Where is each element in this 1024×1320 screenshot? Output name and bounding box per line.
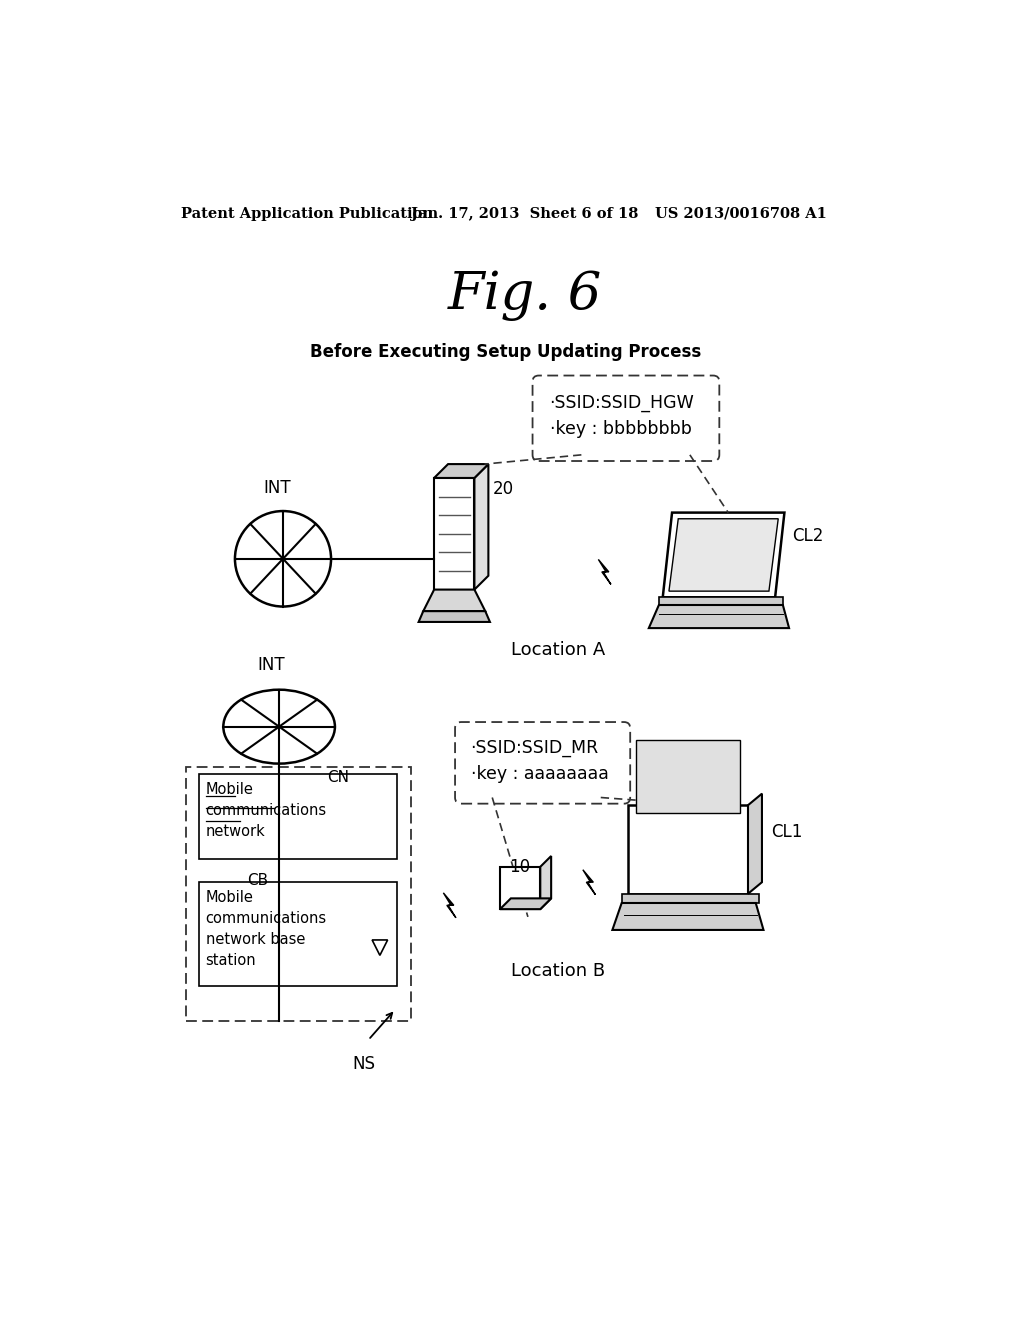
Polygon shape [748,793,762,894]
Bar [658,597,783,605]
Polygon shape [419,611,489,622]
Text: NS: NS [353,1056,376,1073]
Polygon shape [434,465,488,478]
FancyBboxPatch shape [200,775,397,859]
Bar [434,478,474,590]
Text: CL2: CL2 [793,527,823,545]
Text: CL1: CL1 [771,824,803,841]
Text: ·SSID:SSID_MR
·key : aaaaaaaa: ·SSID:SSID_MR ·key : aaaaaaaa [471,739,608,783]
Polygon shape [372,940,388,956]
Text: Before Executing Setup Updating Process: Before Executing Setup Updating Process [310,343,701,362]
Text: Mobile
communications
network: Mobile communications network [206,781,327,840]
Text: Jan. 17, 2013  Sheet 6 of 18: Jan. 17, 2013 Sheet 6 of 18 [411,207,638,220]
Polygon shape [443,892,456,917]
Text: 10: 10 [510,858,530,875]
Text: CN: CN [328,770,349,785]
Polygon shape [423,590,485,611]
Text: Patent Application Publication: Patent Application Publication [180,207,433,220]
Polygon shape [663,512,784,598]
FancyBboxPatch shape [455,722,630,804]
Polygon shape [628,805,748,894]
Text: INT: INT [258,656,286,675]
Polygon shape [598,560,611,585]
Text: Mobile
communications
network base
station: Mobile communications network base stati… [206,890,327,968]
Text: Fig. 6: Fig. 6 [447,271,602,321]
FancyBboxPatch shape [532,376,719,461]
Ellipse shape [223,689,335,763]
Polygon shape [612,903,764,929]
Text: CB: CB [247,873,268,888]
Polygon shape [474,465,488,590]
Polygon shape [669,519,778,591]
Bar [636,739,740,813]
Text: US 2013/0016708 A1: US 2013/0016708 A1 [655,207,826,220]
FancyBboxPatch shape [186,767,411,1020]
Bar [622,894,759,903]
Polygon shape [541,857,551,909]
Polygon shape [500,899,551,909]
Bar [500,867,541,909]
Text: Location A: Location A [511,640,605,659]
Text: INT: INT [263,479,291,498]
Text: 20: 20 [493,480,513,499]
Polygon shape [649,605,790,628]
Text: Location B: Location B [511,962,605,979]
Text: ·SSID:SSID_HGW
·key : bbbbbbbb: ·SSID:SSID_HGW ·key : bbbbbbbb [550,395,694,438]
Polygon shape [583,870,595,895]
FancyBboxPatch shape [200,882,397,986]
Circle shape [234,511,331,607]
